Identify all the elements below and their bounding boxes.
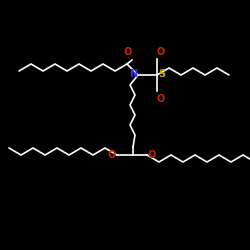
Text: O: O — [124, 47, 132, 57]
Text: N: N — [129, 69, 137, 79]
Text: S: S — [158, 69, 165, 79]
Text: O: O — [148, 150, 156, 160]
Text: O: O — [108, 150, 116, 160]
Text: O: O — [157, 47, 165, 57]
Text: O: O — [157, 94, 165, 104]
